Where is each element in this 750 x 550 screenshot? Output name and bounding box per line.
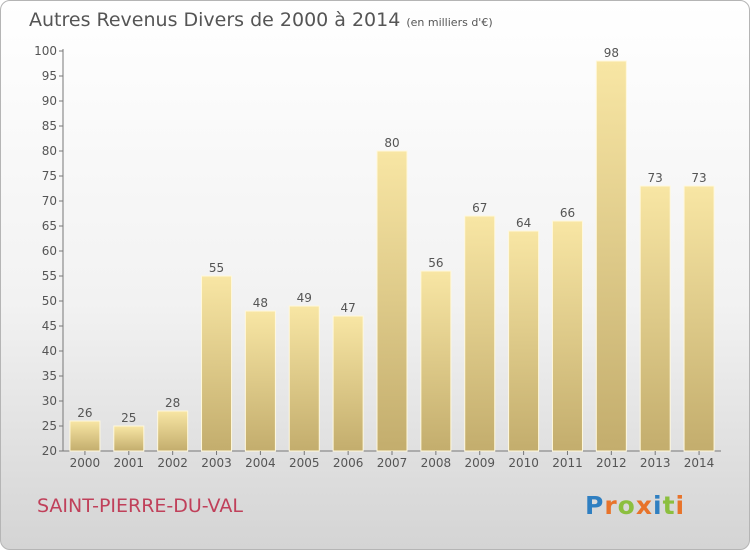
bar-2002 bbox=[157, 410, 189, 452]
data-label-2013: 73 bbox=[648, 171, 663, 185]
y-tick-label: 75 bbox=[42, 169, 57, 183]
data-label-2010: 64 bbox=[516, 216, 531, 230]
y-tick-label: 90 bbox=[42, 94, 57, 108]
x-tick-label-2006: 2006 bbox=[333, 456, 364, 470]
y-tick-label: 95 bbox=[42, 69, 57, 83]
x-tick-label-2003: 2003 bbox=[201, 456, 232, 470]
data-label-2002: 28 bbox=[165, 396, 180, 410]
bar-2007 bbox=[376, 150, 408, 452]
x-tick-label-2002: 2002 bbox=[157, 456, 188, 470]
chart-title: Autres Revenus Divers de 2000 à 2014 (en … bbox=[29, 9, 493, 31]
bar-2013 bbox=[639, 185, 671, 452]
y-tick-label: 70 bbox=[42, 194, 57, 208]
y-tick-label: 80 bbox=[42, 144, 57, 158]
bar-2006 bbox=[332, 315, 364, 452]
x-tick-label-2004: 2004 bbox=[245, 456, 276, 470]
y-tick-label: 85 bbox=[42, 119, 57, 133]
y-tick-label: 35 bbox=[42, 369, 57, 383]
y-tick-label: 50 bbox=[42, 294, 57, 308]
x-tick-label-2000: 2000 bbox=[70, 456, 101, 470]
data-label-2012: 98 bbox=[604, 46, 619, 60]
y-tick-label: 40 bbox=[42, 344, 57, 358]
y-tick-label: 30 bbox=[42, 394, 57, 408]
x-tick-label-2010: 2010 bbox=[508, 456, 539, 470]
x-tick-label-2009: 2009 bbox=[464, 456, 495, 470]
bar-2012 bbox=[595, 60, 627, 452]
proxiti-logo: Proxiti bbox=[585, 491, 686, 520]
x-tick-label-2014: 2014 bbox=[684, 456, 715, 470]
x-tick-label-2013: 2013 bbox=[640, 456, 671, 470]
bar-2014 bbox=[683, 185, 715, 452]
bar-2001 bbox=[113, 425, 145, 452]
town-name: SAINT-PIERRE-DU-VAL bbox=[37, 495, 243, 517]
y-tick-label: 45 bbox=[42, 319, 57, 333]
y-tick-label: 100 bbox=[34, 44, 57, 58]
x-tick-label-2012: 2012 bbox=[596, 456, 627, 470]
data-label-2006: 47 bbox=[340, 301, 355, 315]
data-label-2005: 49 bbox=[297, 291, 312, 305]
data-label-2003: 55 bbox=[209, 261, 224, 275]
chart-title-text: Autres Revenus Divers de 2000 à 2014 bbox=[29, 9, 401, 31]
data-label-2009: 67 bbox=[472, 201, 487, 215]
data-label-2007: 80 bbox=[384, 136, 399, 150]
bar-2000 bbox=[69, 420, 101, 452]
x-tick-label-2007: 2007 bbox=[377, 456, 408, 470]
y-tick-label: 20 bbox=[42, 444, 57, 458]
y-tick-label: 65 bbox=[42, 219, 57, 233]
data-label-2011: 66 bbox=[560, 206, 575, 220]
bar-2003 bbox=[201, 275, 233, 452]
bar-2004 bbox=[244, 310, 276, 452]
x-tick-label-2008: 2008 bbox=[421, 456, 452, 470]
data-label-2004: 48 bbox=[253, 296, 268, 310]
data-label-2000: 26 bbox=[77, 406, 92, 420]
bar-2011 bbox=[551, 220, 583, 452]
y-tick-label: 25 bbox=[42, 419, 57, 433]
bar-2010 bbox=[508, 230, 540, 452]
bar-2005 bbox=[288, 305, 320, 452]
data-label-2001: 25 bbox=[121, 411, 136, 425]
y-tick-label: 55 bbox=[42, 269, 57, 283]
chart-subtitle: (en milliers d'€) bbox=[406, 16, 493, 29]
data-label-2014: 73 bbox=[691, 171, 706, 185]
x-tick-label-2005: 2005 bbox=[289, 456, 320, 470]
bar-2009 bbox=[464, 215, 496, 452]
x-tick-label-2001: 2001 bbox=[114, 456, 145, 470]
bar-2008 bbox=[420, 270, 452, 452]
y-tick-label: 60 bbox=[42, 244, 57, 258]
data-label-2008: 56 bbox=[428, 256, 443, 270]
x-tick-label-2011: 2011 bbox=[552, 456, 583, 470]
